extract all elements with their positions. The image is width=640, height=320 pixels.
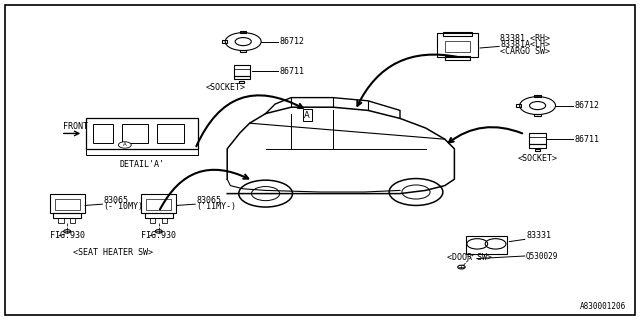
Bar: [529, 144, 546, 148]
Bar: [55, 199, 79, 210]
Bar: [141, 194, 177, 213]
Bar: [161, 218, 167, 223]
Bar: [70, 218, 76, 223]
Text: 83381A<LH>: 83381A<LH>: [500, 40, 550, 49]
Text: 83065: 83065: [196, 196, 221, 205]
Bar: [93, 124, 113, 143]
Text: <SOCKET>: <SOCKET>: [205, 83, 245, 92]
Text: 83381 <RH>: 83381 <RH>: [500, 34, 550, 43]
Text: A: A: [123, 142, 127, 148]
Bar: [443, 32, 472, 36]
Bar: [234, 76, 250, 79]
Text: (-'10MY): (-'10MY): [104, 202, 144, 211]
Bar: [50, 194, 85, 213]
Text: 86712: 86712: [280, 37, 305, 46]
Text: FIG.930: FIG.930: [50, 231, 84, 240]
Bar: [145, 212, 173, 218]
Bar: [240, 50, 246, 52]
Circle shape: [118, 142, 131, 148]
Text: Q530029: Q530029: [526, 252, 559, 260]
Bar: [222, 40, 227, 43]
Text: 86711: 86711: [280, 67, 305, 76]
Bar: [122, 124, 148, 143]
Text: 86711: 86711: [574, 135, 599, 144]
Bar: [53, 212, 81, 218]
Text: A830001206: A830001206: [580, 302, 626, 311]
Bar: [437, 33, 479, 57]
Bar: [86, 118, 198, 149]
Text: <CARGO SW>: <CARGO SW>: [500, 47, 550, 56]
Text: A: A: [305, 111, 310, 120]
Bar: [445, 41, 470, 52]
Text: <SEAT HEATER SW>: <SEAT HEATER SW>: [72, 248, 152, 257]
Text: 83331: 83331: [526, 231, 551, 240]
Bar: [150, 218, 155, 223]
Bar: [529, 133, 546, 144]
Text: FRONT: FRONT: [63, 122, 88, 131]
Text: ('11MY-): ('11MY-): [196, 202, 237, 211]
Bar: [445, 56, 470, 60]
Bar: [147, 199, 171, 210]
Text: <SOCKET>: <SOCKET>: [518, 154, 557, 163]
Bar: [157, 124, 184, 143]
Bar: [466, 236, 507, 254]
Bar: [535, 149, 540, 151]
Bar: [516, 104, 521, 107]
Bar: [86, 149, 198, 155]
Text: FIG.930: FIG.930: [141, 231, 176, 240]
Bar: [240, 31, 246, 33]
Text: 83065: 83065: [104, 196, 129, 205]
Bar: [534, 95, 541, 97]
Bar: [239, 81, 244, 83]
Bar: [534, 114, 541, 116]
Bar: [58, 218, 64, 223]
Bar: [234, 65, 250, 76]
Text: 86712: 86712: [574, 101, 599, 110]
Text: DETAIL'A': DETAIL'A': [120, 160, 165, 169]
Text: <DOOR SW>: <DOOR SW>: [447, 253, 492, 262]
